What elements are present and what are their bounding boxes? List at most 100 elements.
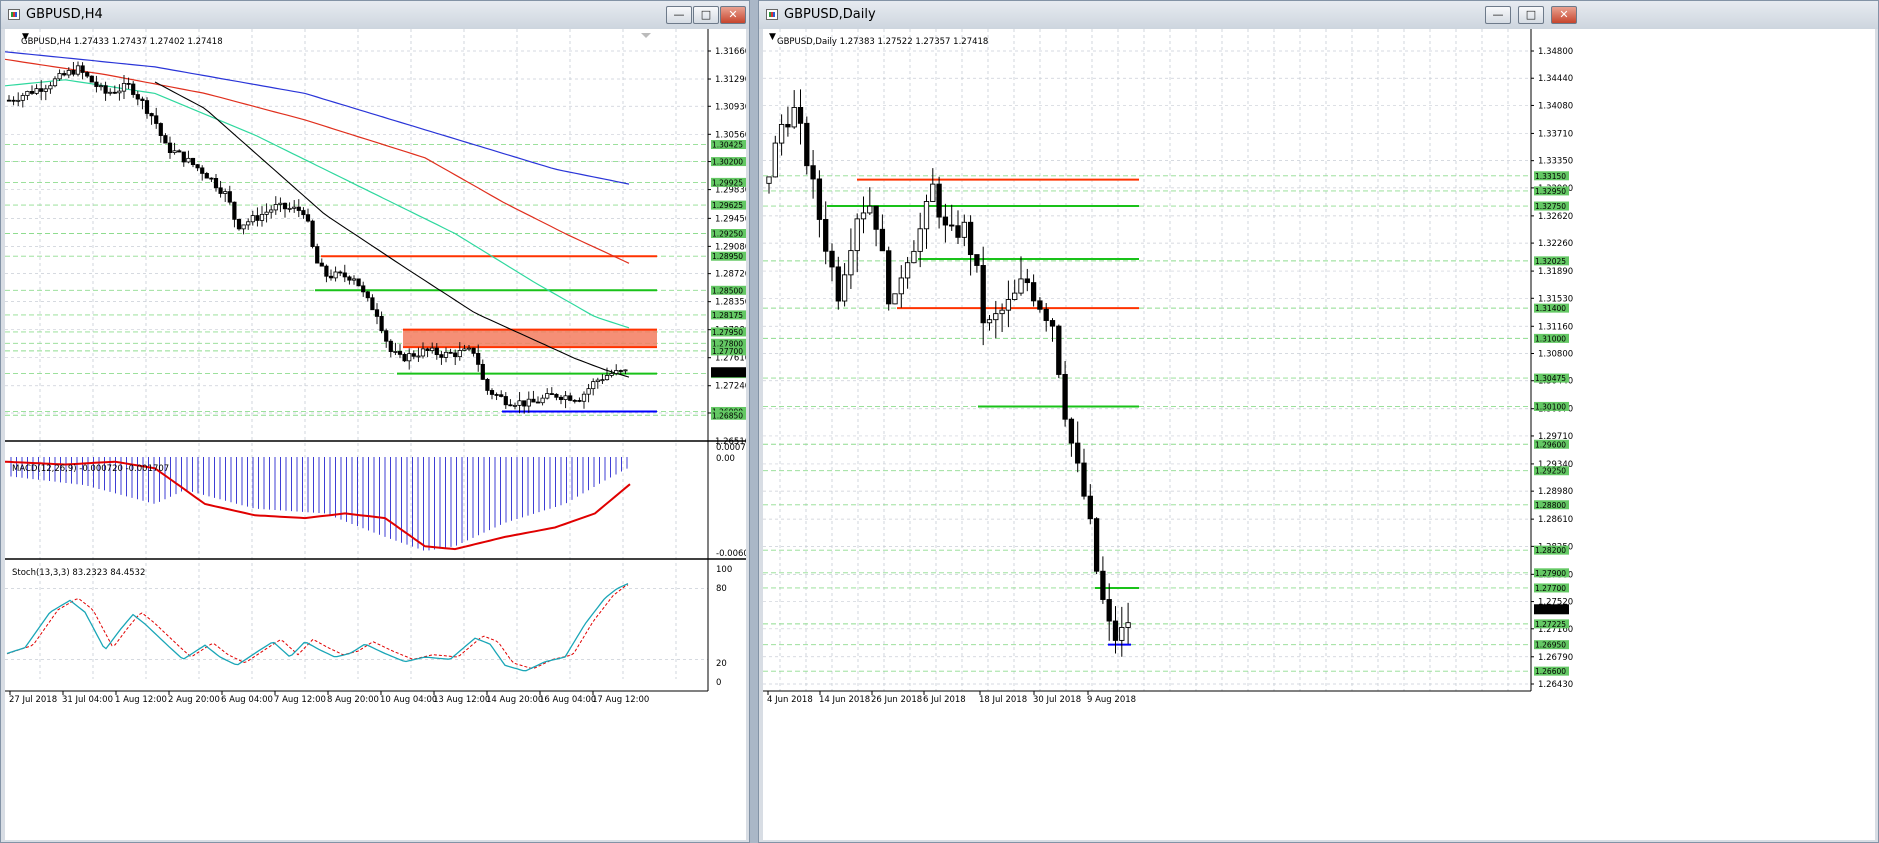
macd-scale-top: 0.000776 [716, 443, 746, 453]
candle-body [269, 209, 274, 213]
h4-collapse-icon[interactable]: ▼ [22, 32, 29, 42]
level-tag-label: 1.32025 [1535, 257, 1566, 266]
candle-body [439, 354, 444, 358]
daily-chart-window[interactable]: GBPUSD,Daily — □ ✕ 1.34800 1.34440 1.34080… [758, 0, 1879, 843]
candle-body [89, 75, 94, 83]
candle-body [25, 91, 30, 96]
candle-body [186, 157, 191, 163]
price-tick-label: 1.29710 [1538, 432, 1573, 442]
level-tag [711, 346, 746, 356]
candle-body [886, 250, 892, 305]
candle-body [163, 135, 168, 144]
candle-body [236, 218, 242, 230]
candle-body [282, 202, 288, 210]
daily-title-bar[interactable]: GBPUSD,Daily — □ ✕ [759, 1, 1878, 29]
level-tag [711, 338, 746, 348]
h4-chart-window[interactable]: GBPUSD,H4 — □ ✕ 1.316601.312901.309301.3… [0, 0, 750, 843]
candle-body [108, 91, 113, 94]
candle-body [1030, 282, 1037, 302]
stoch-scale-20: 20 [716, 659, 727, 669]
candle-body [430, 347, 435, 351]
level-tag [711, 177, 746, 187]
h4-title-bar[interactable]: GBPUSD,H4 — □ ✕ [1, 1, 749, 29]
price-tick-label: 1.27160 [1538, 625, 1573, 635]
candle-body [402, 354, 407, 362]
close-button[interactable]: ✕ [1551, 6, 1577, 24]
candle-body [462, 348, 467, 351]
price-tick-label: 1.29450 [715, 214, 746, 224]
candle-body [860, 212, 867, 220]
time-tick-label: 16 Aug 04:00 [539, 695, 596, 705]
candle-body [34, 88, 39, 94]
daily-chart-area[interactable]: 1.34800 1.34440 1.34080 1.33710 1.33350 1.329… [763, 29, 1875, 840]
candle-body [614, 370, 619, 374]
candle-body [301, 210, 306, 216]
candle-body [967, 221, 974, 256]
candle-body [66, 70, 71, 76]
maximize-button[interactable]: □ [1518, 6, 1544, 24]
level-tag-label: 1.29625 [712, 201, 743, 210]
h4-chart-canvas[interactable]: 1.31660 1.31290 1.30930 1.30560 1.30200 1.298… [5, 29, 746, 840]
candle-body [503, 396, 508, 406]
level-tag [711, 327, 746, 337]
candle-body [879, 228, 886, 252]
candle-body [489, 390, 495, 395]
candle-body [517, 400, 522, 406]
level-tag-label: 1.32750 [1535, 202, 1566, 211]
level-tag [1534, 500, 1569, 510]
candle-body [149, 113, 154, 117]
daily-frame [763, 29, 1532, 692]
candle-body [365, 291, 370, 299]
level-tag [711, 157, 746, 167]
candle-body [420, 348, 426, 357]
time-tick-label: 6 Jul 2018 [923, 695, 966, 705]
stoch-scale-100: 100 [716, 565, 732, 575]
level-tag [711, 285, 746, 295]
candle-body [131, 83, 136, 95]
candle-body [20, 95, 25, 101]
time-tick-label: 26 Jun 2018 [871, 695, 922, 705]
price-tick-label: 1.29080 [715, 242, 746, 252]
candle-body [126, 82, 131, 85]
candle-body [930, 183, 936, 202]
candle-body [227, 191, 232, 203]
candle-body [342, 272, 347, 278]
time-tick-label: 14 Aug 20:00 [486, 695, 543, 705]
candle-body [287, 207, 292, 210]
level-tag-label: 1.32950 [1535, 187, 1566, 196]
candle-body [1068, 418, 1075, 444]
candle-body [94, 81, 99, 87]
time-tick-label: 6 Aug 04:00 [221, 695, 273, 705]
candle-body [246, 221, 251, 226]
candle-body [1012, 292, 1018, 300]
minimize-button[interactable]: — [666, 6, 692, 24]
candle-body [917, 228, 923, 252]
level-tag [1534, 619, 1569, 629]
level-tag-label: 1.27800 [712, 339, 743, 348]
daily-collapse-icon[interactable]: ▼ [769, 32, 776, 42]
candle-body [848, 250, 854, 276]
time-tick-label: 7 Aug 12:00 [274, 695, 326, 705]
level-tag-label: 1.29250 [1535, 467, 1566, 476]
close-button[interactable]: ✕ [720, 6, 746, 24]
h4-header: GBPUSD,H4 1.27433 1.27437 1.27402 1.2741… [21, 37, 223, 47]
maximize-button[interactable]: □ [693, 6, 719, 24]
candle-body [388, 340, 393, 352]
candle-body [144, 100, 150, 114]
level-tag [1534, 545, 1569, 555]
candle-body [241, 224, 246, 230]
level-tag-label: 1.30475 [1535, 374, 1566, 383]
candle-body [563, 395, 568, 400]
level-tag [711, 229, 746, 239]
candle-body [232, 201, 237, 220]
candle-body [416, 355, 421, 358]
daily-chart-canvas[interactable]: 1.34800 1.34440 1.34080 1.33710 1.33350 1.329… [763, 29, 1875, 840]
candle-body [103, 85, 108, 94]
candle-body [255, 215, 260, 221]
candle-body [835, 266, 841, 302]
h4-chart-area[interactable]: 1.31660 1.31290 1.30930 1.30560 1.30200 1.298… [5, 29, 746, 840]
minimize-button[interactable]: — [1485, 6, 1511, 24]
price-tick-label: 1.26510 [715, 437, 746, 447]
macd-scale-bottom: -0.006096 [716, 549, 746, 559]
macd-label: MACD(12,26,9) -0.000720 -0.001707 [12, 464, 169, 474]
